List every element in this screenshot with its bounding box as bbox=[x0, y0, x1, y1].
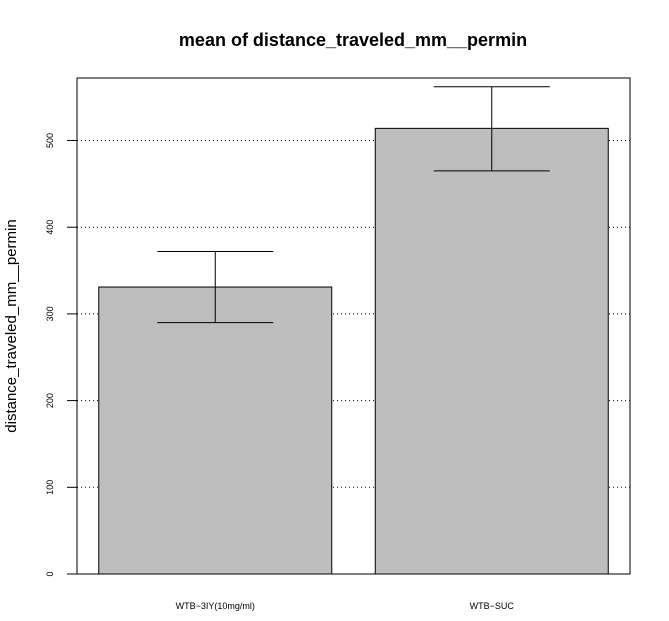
y-tick-label: 300 bbox=[45, 306, 55, 321]
y-tick-label: 100 bbox=[45, 480, 55, 495]
plot-frame bbox=[76, 77, 631, 575]
x-tick-label: WTB−SUC bbox=[470, 601, 515, 611]
y-tick-label: 400 bbox=[45, 220, 55, 235]
error-bars bbox=[157, 86, 550, 324]
x-tick-label: WTB−3IY(10mg/ml) bbox=[176, 601, 255, 611]
chart-title: mean of distance_traveled_mm__permin bbox=[179, 30, 527, 50]
y-axis: 0 100 200 300 400 500 bbox=[45, 133, 77, 577]
bar bbox=[374, 127, 609, 575]
y-tick-label: 200 bbox=[45, 393, 55, 408]
x-axis-labels: WTB−3IY(10mg/ml) WTB−SUC bbox=[176, 601, 515, 611]
bars bbox=[98, 127, 609, 575]
y-tick-label: 500 bbox=[45, 133, 55, 148]
bar bbox=[98, 286, 333, 575]
y-axis-label: distance_traveled_mm__permin bbox=[3, 219, 20, 432]
y-tick-label: 0 bbox=[45, 571, 55, 576]
